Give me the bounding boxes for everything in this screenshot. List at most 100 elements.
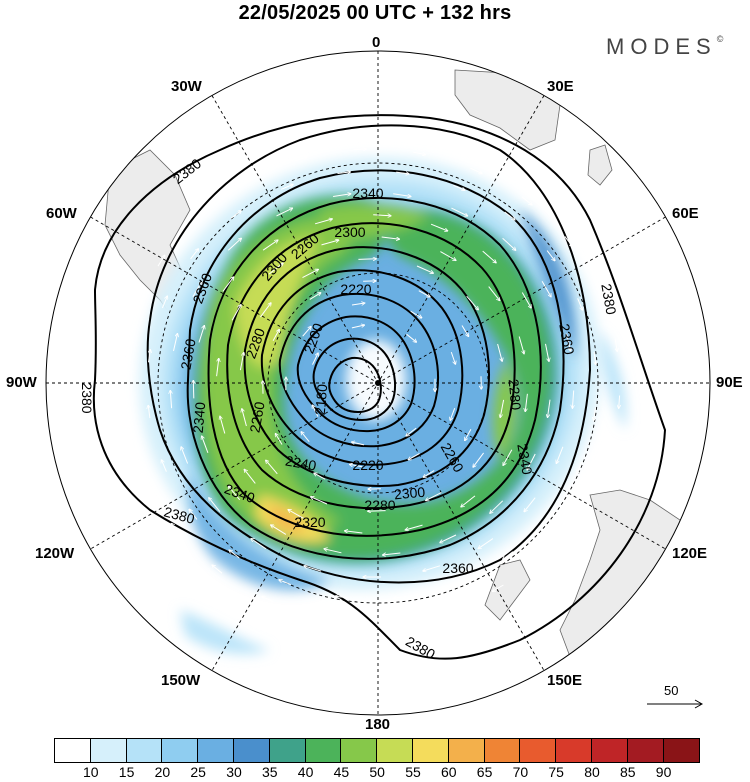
wind-vector-arrow <box>502 237 516 250</box>
wind-vector-arrow <box>222 277 234 292</box>
map-title: 22/05/2025 00 UTC + 132 hrs <box>238 2 512 24</box>
colorbar-swatch <box>448 739 485 762</box>
wind-vector-arrow <box>344 531 363 534</box>
wind-vector-arrow <box>220 416 226 434</box>
colorbar-tick-label: 85 <box>620 764 636 780</box>
contour-2380 <box>92 114 667 660</box>
colorbar-tick-label: 45 <box>333 764 350 780</box>
wind-vector-arrow <box>378 620 391 621</box>
wind-vector-arrow <box>503 551 514 560</box>
wind-vector-arrow <box>294 157 307 162</box>
wind-vector-arrow <box>148 405 150 419</box>
wind-vector-arrow <box>614 338 617 352</box>
wind-vector-arrow <box>470 167 482 173</box>
contour-label: 2220 <box>340 281 371 297</box>
longitude-label-120e: 120E <box>672 545 708 562</box>
wind-vector-arrow <box>381 236 400 239</box>
wind-vector-arrow <box>262 596 274 603</box>
wind-vector-arrow <box>181 447 189 464</box>
wind-vector-arrow <box>451 207 467 216</box>
wind-vector-arrow <box>142 473 148 486</box>
map-boundary <box>45 50 711 716</box>
wind-vector-arrow <box>545 343 550 362</box>
contour-label: 2340 <box>514 442 535 476</box>
colorbar-swatch <box>412 739 449 762</box>
wind-vector-arrow <box>440 534 457 543</box>
colorbar-tick-label: 65 <box>476 764 493 780</box>
wind-vector-arrow <box>302 269 319 279</box>
colorbar-swatch <box>484 739 521 762</box>
copyright-mark: © <box>716 34 724 44</box>
wind-vector-arrow <box>577 461 583 474</box>
wind-vector-arrow <box>279 580 291 586</box>
colorbar-tick-label: 90 <box>655 764 672 780</box>
wind-vector-arrow <box>373 215 391 216</box>
colorbar-swatch <box>305 739 342 762</box>
colorbar-tick-label: 70 <box>512 764 529 780</box>
longitude-label-120w: 120W <box>35 545 75 562</box>
wind-vector-arrow <box>521 292 531 309</box>
contour-label: 2300 <box>334 224 365 240</box>
wind-vector-arrow <box>353 149 366 150</box>
colorbar-swatch <box>377 739 413 762</box>
contour-label: 2260 <box>246 400 267 434</box>
wind-vector-arrow <box>189 509 198 520</box>
wind-vector-arrow <box>461 325 469 337</box>
wind-vector-arrow <box>275 433 283 445</box>
wind-vector-arrow <box>497 343 503 361</box>
colorbar-ticks: 10 15 20 25 30 35 40 45 50 55 60 65 70 75 80 85 90 <box>0 764 750 782</box>
longitude-label-180: 180 <box>365 716 391 733</box>
wind-vector-arrow <box>527 453 536 470</box>
wind-vector-arrow <box>212 565 223 574</box>
colorbar-tick-label: 50 <box>369 764 385 780</box>
reference-vector-arrow <box>647 699 704 709</box>
wind-vector-arrow <box>259 303 271 318</box>
wind-vector-arrow <box>548 399 551 418</box>
height-contours <box>92 114 667 660</box>
wind-vector-arrow <box>288 510 304 519</box>
wind-vector-arrow <box>301 432 310 443</box>
wind-vector-arrow <box>170 390 171 409</box>
contour-2200 <box>312 337 397 422</box>
contour-label: 2280 <box>506 378 525 411</box>
wind-vector-arrow <box>324 549 342 554</box>
wind-vector-arrow <box>482 250 497 263</box>
colorbar-tick-label: 75 <box>548 764 564 780</box>
wind-vector-arrow <box>619 395 620 409</box>
wind-vector-arrow <box>430 223 448 231</box>
wind-vector-arrow <box>230 211 241 219</box>
map-disk <box>46 51 710 715</box>
longitude-label-30e: 30E <box>547 78 574 95</box>
colorbar-tick-label: 25 <box>190 764 206 780</box>
wind-vector-arrow <box>566 333 571 352</box>
wind-vector-arrow <box>133 306 138 319</box>
contour-label: 2240 <box>284 452 318 473</box>
wind-vector-arrow <box>524 497 536 512</box>
wind-vector-arrow <box>193 212 203 222</box>
wind-vector-arrow <box>240 178 252 186</box>
wind-vector-arrow <box>333 194 351 197</box>
wind-vector-arrow <box>465 429 472 440</box>
wind-vector-arrow <box>393 193 411 197</box>
wind-vector-arrow <box>473 452 485 467</box>
wind-vector-arrow <box>311 497 328 505</box>
wind-vector-arrow <box>314 219 332 225</box>
wind-vector-arrow <box>227 238 241 251</box>
wind-vector-arrow <box>546 510 554 521</box>
wind-vector-arrow <box>577 298 583 310</box>
wind-vector-arrow <box>426 491 442 500</box>
land-madagascar <box>587 144 613 186</box>
colorbar-tick-label: 15 <box>118 764 135 780</box>
wind-vector-arrow <box>262 240 278 251</box>
wind-vector-arrow <box>521 196 532 205</box>
wind-vector-arrow <box>406 427 417 436</box>
contour-label: 2300 <box>393 484 426 503</box>
colorbar-swatch <box>198 739 234 762</box>
wind-vector-arrow <box>541 548 551 558</box>
wind-vector-arrow <box>546 250 555 261</box>
colorbar-swatch <box>663 739 700 762</box>
colorbar <box>54 738 701 763</box>
wind-vector-arrow <box>525 393 528 412</box>
land-new-zealand <box>484 559 531 621</box>
wind-vector-arrow <box>216 358 219 377</box>
